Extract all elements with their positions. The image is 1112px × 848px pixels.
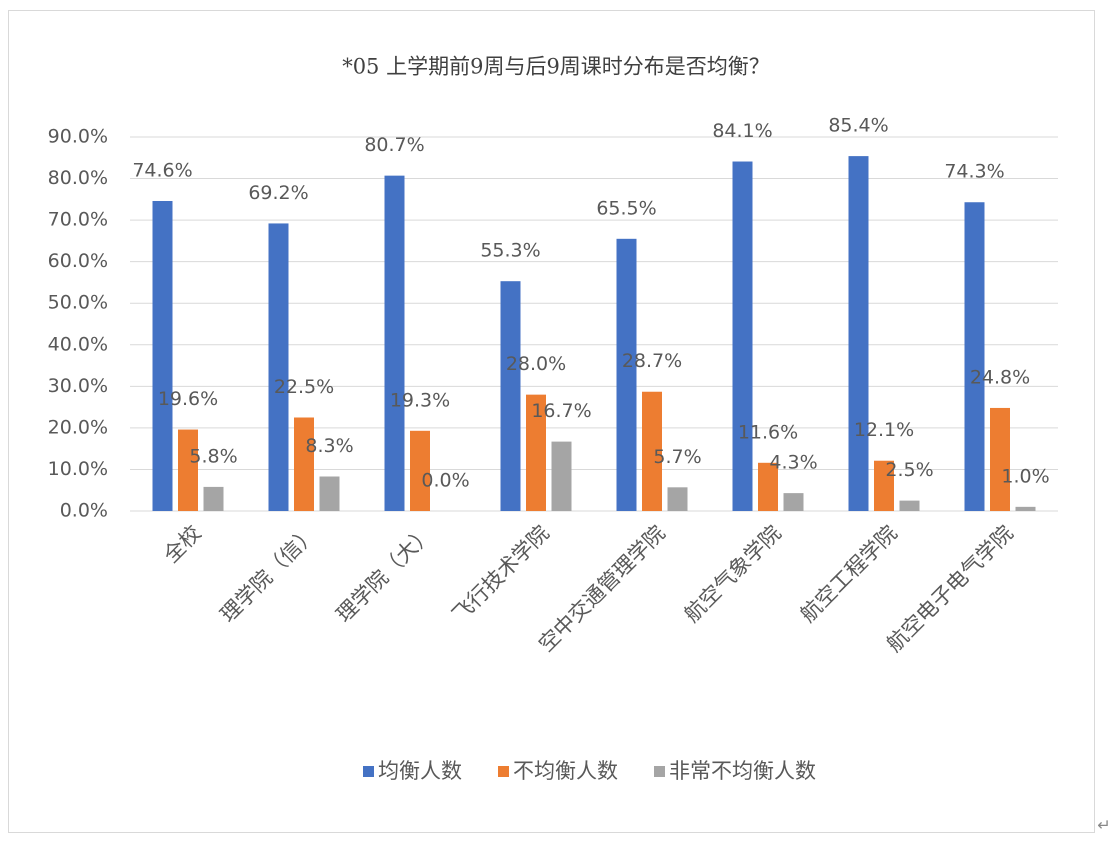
value-label: 28.0% [506,353,566,375]
bar [203,486,224,511]
legend-label: 不均衡人数 [513,759,618,783]
bar [319,476,340,511]
value-label: 11.6% [738,421,798,443]
legend-swatch [654,766,665,777]
chart-title: *05 上学期前9周与后9周课时分布是否均衡？ [342,55,770,79]
bar [384,175,405,511]
bar [899,500,920,511]
bar [178,429,198,511]
value-label: 74.3% [944,161,1004,183]
paragraph-mark: ↵ [1097,816,1110,835]
bar [732,161,753,512]
value-label: 69.2% [248,182,308,204]
y-tick-label: 0.0% [60,500,108,522]
bar [551,441,572,511]
value-label: 74.6% [132,159,192,181]
legend-swatch [363,766,374,777]
legend-label: 非常不均衡人数 [669,759,816,783]
value-label: 84.1% [712,120,772,142]
value-label: 28.7% [622,350,682,372]
value-label: 5.7% [653,446,701,468]
bar [848,156,869,512]
y-tick-label: 70.0% [48,209,108,231]
chart-border [8,10,1095,833]
bar [152,200,173,512]
value-label: 8.3% [305,435,353,457]
bar [294,417,314,511]
bar [964,202,985,511]
y-tick-label: 90.0% [48,126,108,148]
bar [410,430,430,511]
bar [616,238,637,512]
bar [526,394,546,511]
value-label: 5.8% [189,445,237,467]
value-label: 85.4% [828,115,888,137]
y-tick-label: 50.0% [48,292,108,314]
bar [783,493,804,511]
value-label: 24.8% [970,366,1030,388]
value-label: 22.5% [274,376,334,398]
value-label: 12.1% [854,419,914,441]
legend-label: 均衡人数 [378,759,462,783]
bar [874,460,894,511]
value-label: 0.0% [421,470,469,492]
legend-swatch [498,766,509,777]
y-tick-label: 20.0% [48,416,108,438]
bar [667,487,688,511]
bar [268,223,289,512]
value-label: 55.3% [480,240,540,262]
bar [1015,506,1036,511]
bar [990,407,1010,511]
bar [500,281,521,511]
y-tick-label: 80.0% [48,167,108,189]
value-label: 4.3% [769,452,817,474]
value-label: 80.7% [364,134,424,156]
value-label: 16.7% [531,400,591,422]
y-tick-label: 10.0% [48,458,108,480]
value-label: 1.0% [1001,465,1049,487]
value-label: 2.5% [885,459,933,481]
y-tick-label: 40.0% [48,333,108,355]
bar [642,391,662,511]
y-tick-label: 30.0% [48,375,108,397]
y-tick-label: 60.0% [48,250,108,272]
value-label: 19.6% [158,388,218,410]
value-label: 19.3% [390,389,450,411]
value-label: 65.5% [596,197,656,219]
bar [758,462,778,511]
